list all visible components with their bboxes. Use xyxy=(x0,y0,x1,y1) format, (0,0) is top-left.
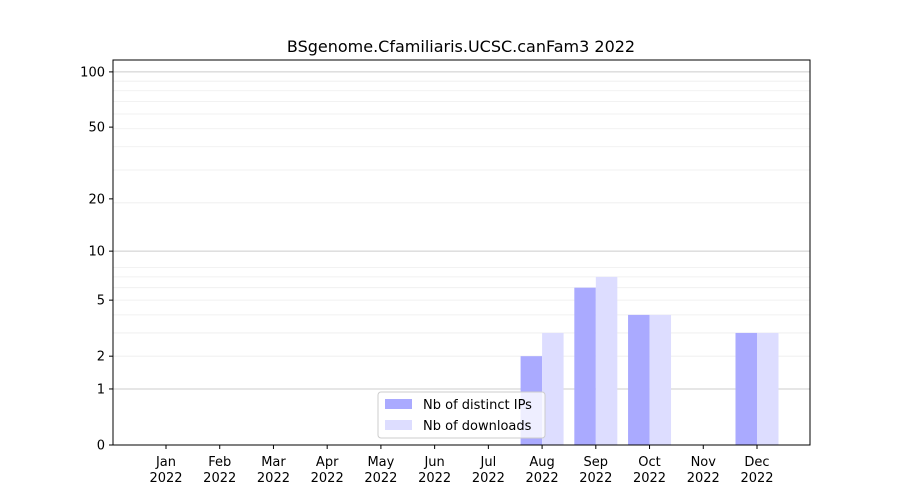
legend-label: Nb of downloads xyxy=(423,419,532,434)
x-tick-label: 2022 xyxy=(203,471,236,486)
y-tick-label: 1 xyxy=(97,382,105,397)
x-tick-label: 2022 xyxy=(633,471,666,486)
x-tick-label: 2022 xyxy=(526,471,559,486)
x-tick-label: Jul xyxy=(480,455,497,470)
x-tick-label: 2022 xyxy=(579,471,612,486)
x-axis: Jan2022Feb2022Mar2022Apr2022May2022Jun20… xyxy=(149,445,774,486)
legend-swatch xyxy=(385,420,412,430)
x-tick-label: 2022 xyxy=(418,471,451,486)
x-tick-label: Sep xyxy=(584,455,609,470)
x-tick-label: Jan xyxy=(155,455,176,470)
x-tick-label: Apr xyxy=(316,455,339,470)
legend: Nb of distinct IPs Nb of downloads xyxy=(377,391,546,439)
x-tick-label: 2022 xyxy=(687,471,720,486)
x-tick-label: Nov xyxy=(691,455,717,470)
x-tick-label: 2022 xyxy=(257,471,290,486)
plot-frame xyxy=(112,59,811,446)
y-axis: 0 1 2 5 10 20 50 100 xyxy=(80,65,113,454)
y-tick-label: 10 xyxy=(88,245,105,260)
x-tick-label: Mar xyxy=(261,455,286,470)
y-tick-label: 0 xyxy=(97,439,105,454)
x-tick-label: Oct xyxy=(638,455,660,470)
x-tick-label: 2022 xyxy=(364,471,397,486)
x-tick-label: 2022 xyxy=(740,471,773,486)
y-tick-label: 5 xyxy=(97,294,105,309)
y-tick-label: 100 xyxy=(80,65,105,80)
bar-downloads xyxy=(757,332,779,445)
x-tick-label: May xyxy=(367,455,394,470)
bar-downloads xyxy=(595,276,618,445)
x-tick-label: 2022 xyxy=(311,471,344,486)
x-tick-label: 2022 xyxy=(149,471,182,486)
x-tick-label: Feb xyxy=(208,455,231,470)
y-tick-label: 50 xyxy=(88,121,105,136)
chart-title: BSgenome.Cfamiliaris.UCSC.canFam3 2022 xyxy=(287,37,635,56)
x-tick-label: 2022 xyxy=(472,471,505,486)
x-tick-label: Aug xyxy=(529,455,554,470)
bar-distinct-ips xyxy=(574,287,596,445)
bars xyxy=(520,276,779,445)
x-tick-label: Dec xyxy=(744,455,769,470)
bar-distinct-ips xyxy=(628,314,650,445)
bar-downloads xyxy=(649,314,672,445)
bar-downloads xyxy=(542,332,564,445)
x-tick-label: Jun xyxy=(423,455,444,470)
legend-box xyxy=(377,391,546,439)
gridlines xyxy=(113,71,810,390)
legend-swatch xyxy=(385,399,412,409)
y-tick-label: 2 xyxy=(97,350,105,365)
legend-label: Nb of distinct IPs xyxy=(423,398,532,413)
y-tick-label: 20 xyxy=(88,192,105,207)
bar-distinct-ips xyxy=(735,332,757,445)
